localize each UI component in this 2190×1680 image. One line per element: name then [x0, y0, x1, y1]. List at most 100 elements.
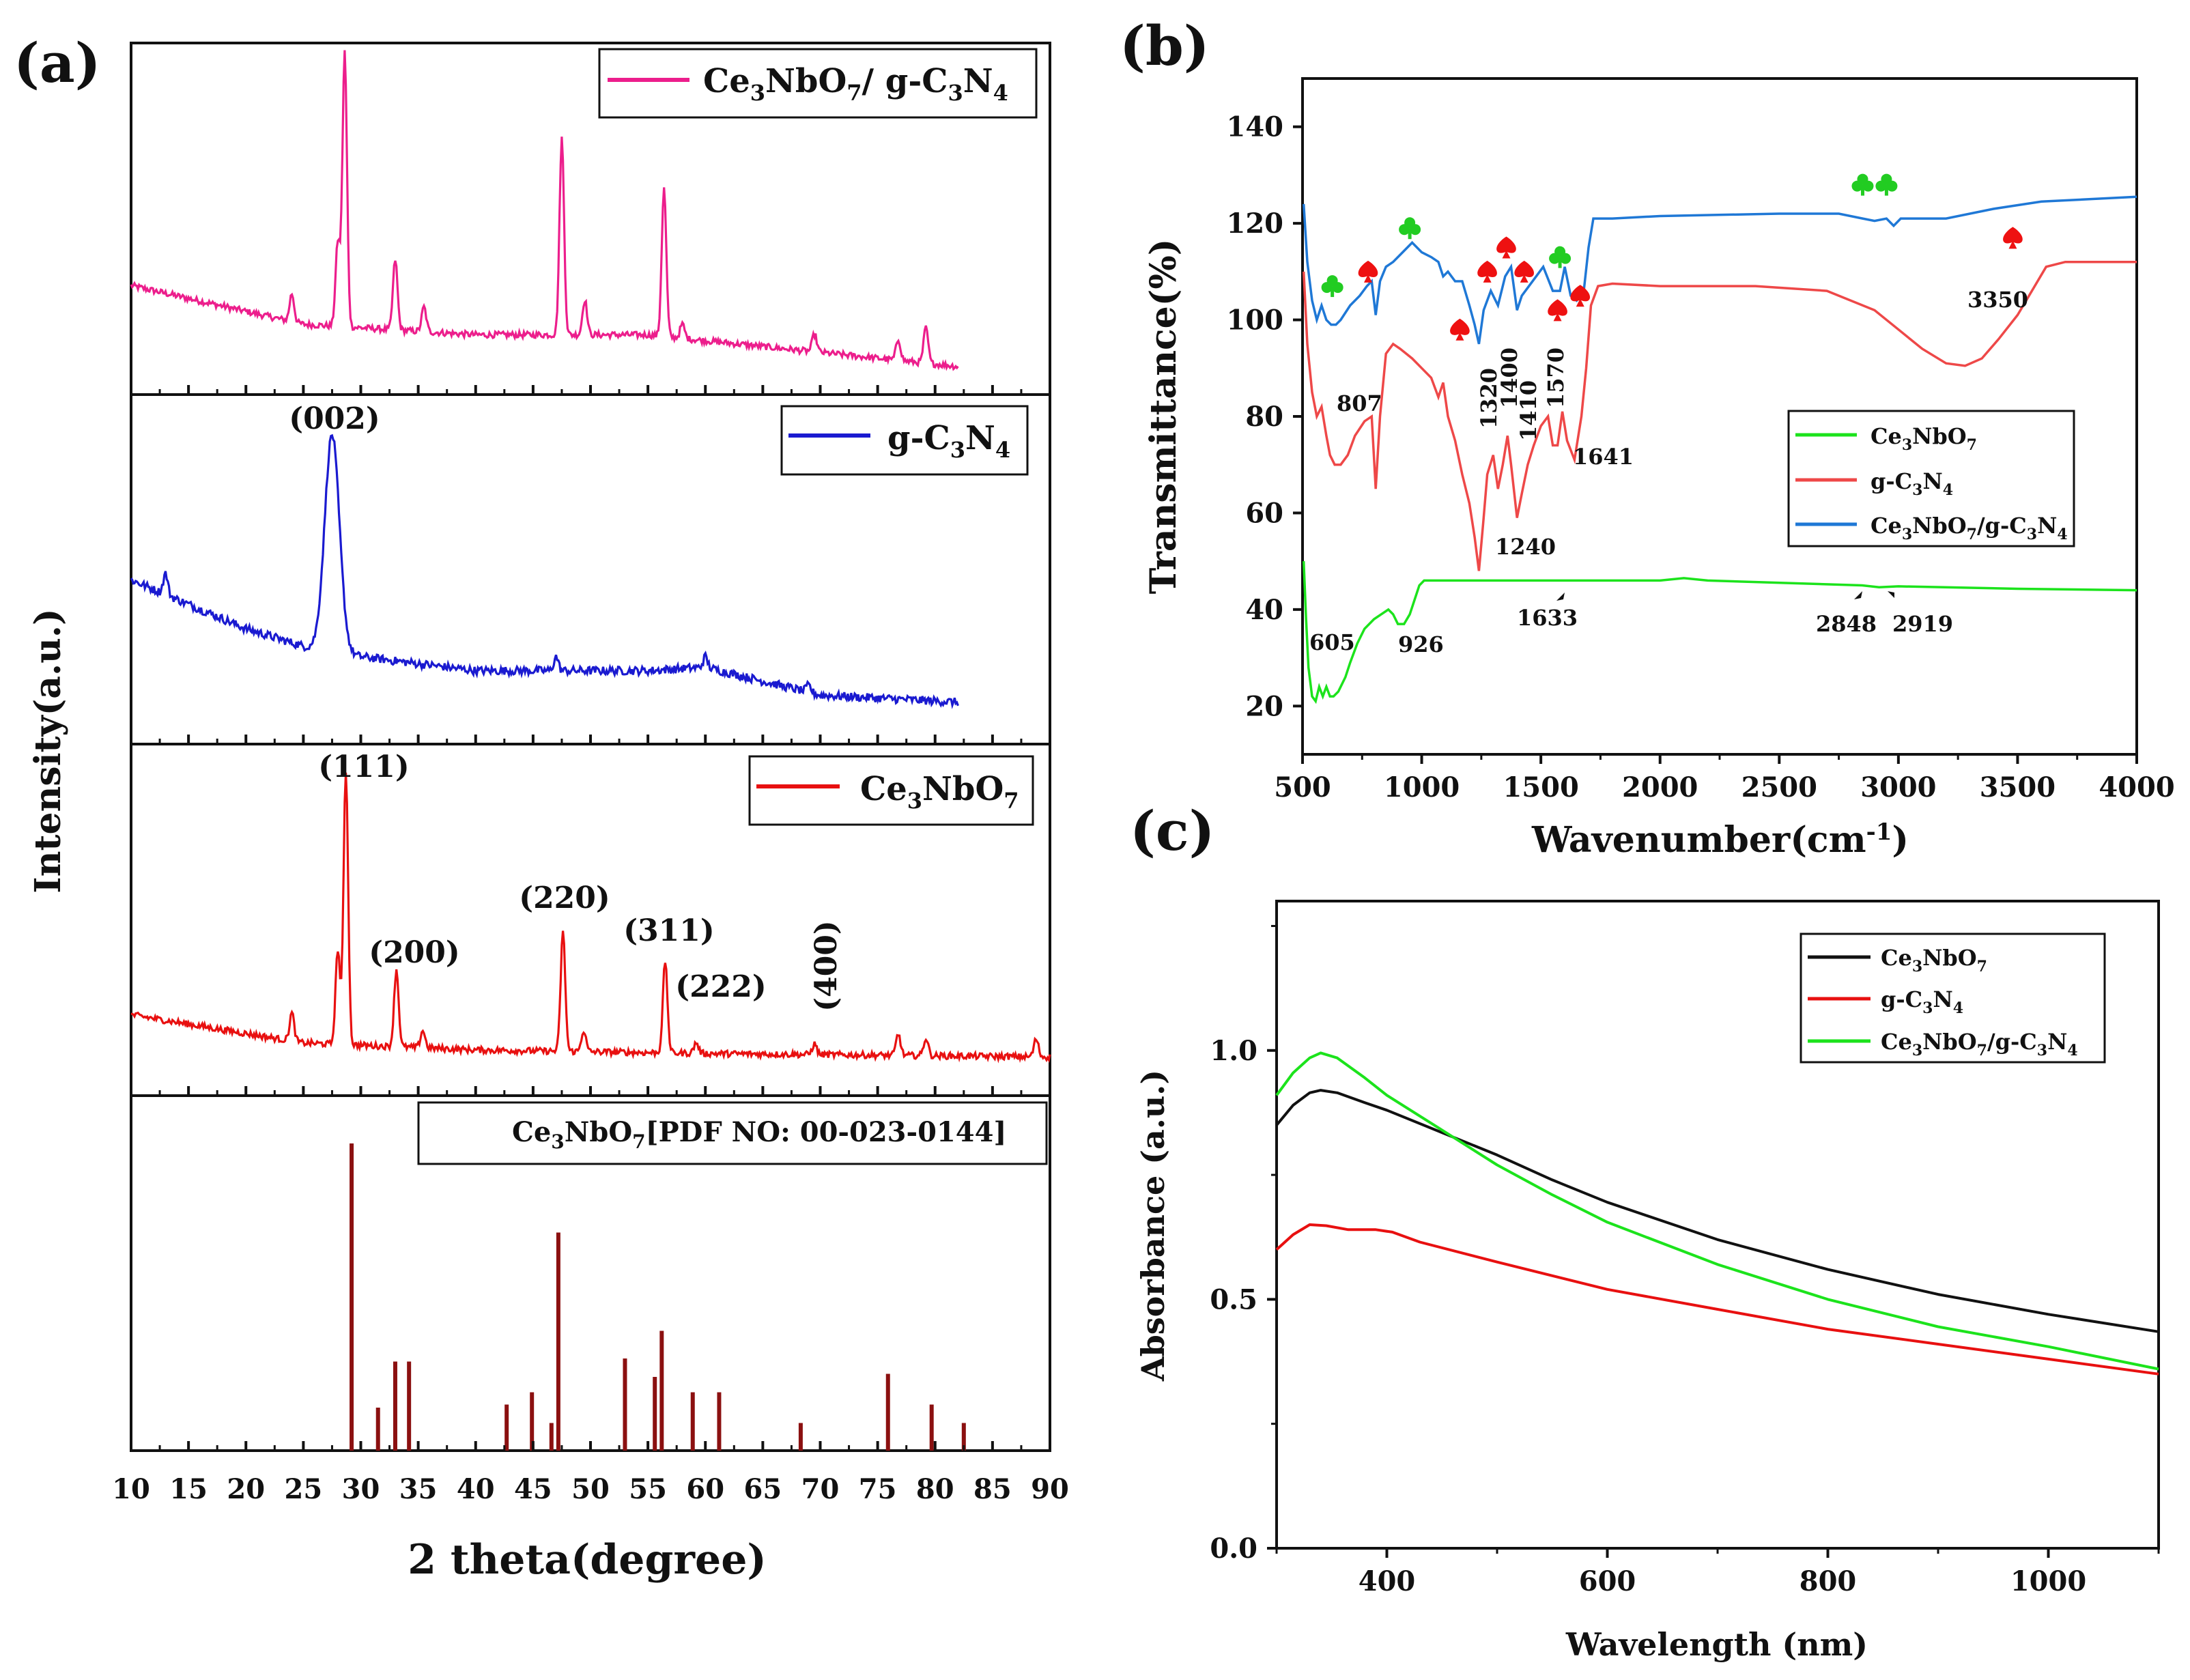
- ftir-ann-1570: 1570: [1543, 347, 1569, 408]
- ftir-ann-1641: 1641: [1573, 444, 1634, 470]
- b-xtick-label-2500: 2500: [1741, 771, 1817, 803]
- club-stem: [1861, 185, 1864, 196]
- panel-c-ylabel: Absorbance (a.u.): [1135, 1070, 1171, 1382]
- club-marker-4: [1851, 174, 1873, 196]
- panel-a-x-ticks: 10 15 20 25 30 35 40 45 50 55 60 65 70 75 80 85 90: [112, 385, 1069, 1505]
- panel-a-ylabel: Intensity(a.u.): [27, 608, 69, 893]
- a-xtick-label-35: 35: [399, 1473, 438, 1505]
- b-ytick-label-20: 20: [1245, 690, 1283, 722]
- ftir-ann-926: 926: [1398, 631, 1444, 657]
- annot-220: (220): [519, 881, 610, 915]
- spade-marker-8: [1477, 261, 1497, 283]
- a-xtick-label-90: 90: [1031, 1473, 1069, 1505]
- panel-a-frames: [131, 43, 1050, 1451]
- panel-b-ftir: (b) 500 1000 1500 2000 2500 3000 3500 4000 20 40 6…: [1120, 14, 2175, 861]
- club-stem: [1408, 228, 1412, 239]
- legend-b: Ce3NbO7 g-C3N4 Ce3NbO7/g-C3N4: [1789, 411, 2074, 546]
- b-ytick-label-60: 60: [1245, 497, 1283, 529]
- panel-c-label: (c): [1130, 799, 1214, 863]
- c-xtick-label-600: 600: [1579, 1565, 1636, 1597]
- spade-marker-13: [2003, 227, 2023, 248]
- b-xtick-label-4000: 4000: [2099, 771, 2174, 803]
- ftir-ann-1240: 1240: [1495, 534, 1556, 560]
- ftir-ann-3350: 3350: [1967, 287, 2028, 313]
- club-marker-1: [1322, 275, 1343, 297]
- b-xtick-label-500: 500: [1274, 771, 1331, 803]
- a-xtick-label-15: 15: [169, 1473, 208, 1505]
- a-xtick-label-80: 80: [916, 1473, 954, 1505]
- annot-200: (200): [369, 935, 459, 970]
- legend-a2-text: g-C3N4: [887, 419, 1010, 463]
- club-marker-3: [1549, 246, 1571, 268]
- ftir-ann-2848: 2848: [1816, 611, 1877, 637]
- a-xtick-label-10: 10: [112, 1473, 150, 1505]
- a-xtick-label-75: 75: [859, 1473, 897, 1505]
- panel-b-markers: [1322, 174, 2023, 341]
- a-xtick-label-50: 50: [571, 1473, 610, 1505]
- spade-marker-6: [1359, 261, 1378, 283]
- c-ytick-label-1: 0.5: [1210, 1283, 1257, 1315]
- xrd-series-2: [131, 436, 958, 706]
- panel-c-uvvis: (c) 400 600 800 10000.00.51.0 Absorbance (a…: [1130, 799, 2159, 1663]
- legend-c: Ce3NbO7 g-C3N4 Ce3NbO7/g-C3N4: [1801, 934, 2105, 1062]
- club-marker-5: [1875, 174, 1897, 196]
- ftir-arrow-2848: [1854, 591, 1862, 599]
- panel-c-series: [1277, 1053, 2159, 1373]
- panel-b-xlabel: Wavenumber(cm-1): [1531, 818, 1909, 861]
- panel-a-plots: [131, 51, 1050, 1451]
- a-xtick-label-60: 60: [686, 1473, 724, 1505]
- a-xtick-label-25: 25: [285, 1473, 323, 1505]
- club-stem: [1559, 257, 1562, 268]
- panel-b-label: (b): [1120, 14, 1210, 78]
- uv-series-1: [1277, 1090, 2159, 1332]
- b-ytick-label-100: 100: [1227, 304, 1284, 337]
- annot-311: (311): [623, 913, 714, 948]
- legend-a3: Ce3NbO7: [750, 756, 1033, 825]
- uv-series-3: [1277, 1053, 2159, 1369]
- b-ytick-label-120: 120: [1227, 208, 1284, 240]
- club-marker-2: [1399, 217, 1421, 239]
- panel-c-xlabel: Wavelength (nm): [1565, 1626, 1868, 1663]
- ftir-ann-605: 605: [1309, 629, 1355, 655]
- a-xtick-label-70: 70: [801, 1473, 840, 1505]
- figure: (a) 10 15 20 25 30 35 40 45 50 55 60 65 70 75 80 85 90 I…: [0, 0, 2190, 1680]
- annot-111: (111): [318, 750, 409, 784]
- panel-b-ylabel: Transmittance(%): [1143, 239, 1184, 595]
- a-xtick-label-45: 45: [514, 1473, 552, 1505]
- panel-a-label: (a): [14, 31, 101, 95]
- b-xtick-label-1000: 1000: [1384, 771, 1460, 803]
- ftir-ann-807: 807: [1337, 390, 1382, 416]
- annot-400: (400): [809, 920, 844, 1011]
- a-xtick-label-65: 65: [744, 1473, 782, 1505]
- club-stem: [1885, 185, 1888, 196]
- a-xtick-label-20: 20: [227, 1473, 265, 1505]
- legend-a4-text: Ce3NbO7[PDF NO: 00-023-0144]: [512, 1116, 1006, 1153]
- c-xtick-label-1000: 1000: [2010, 1565, 2086, 1597]
- ftir-ann-1410: 1410: [1516, 380, 1541, 441]
- b-xtick-label-3500: 3500: [1980, 771, 2056, 803]
- b-xtick-label-1500: 1500: [1503, 771, 1578, 803]
- ftir-arrow-2919: [1888, 591, 1894, 598]
- spade-marker-10: [1514, 261, 1534, 283]
- a-xtick-label-30: 30: [342, 1473, 380, 1505]
- legend-a4: Ce3NbO7[PDF NO: 00-023-0144]: [418, 1102, 1047, 1164]
- legend-a3-text: Ce3NbO7: [860, 770, 1019, 814]
- legend-a1: Ce3NbO7/ g-C3N4: [599, 49, 1036, 117]
- b-xtick-label-2000: 2000: [1622, 771, 1698, 803]
- annot-002: (002): [289, 401, 380, 436]
- uv-series-2: [1277, 1225, 2159, 1374]
- c-ytick-label-0: 0.0: [1210, 1533, 1257, 1565]
- a-xtick-label-40: 40: [457, 1473, 495, 1505]
- panel-a-xlabel: 2 theta(degree): [408, 1536, 767, 1584]
- panel-a-xrd: (a) 10 15 20 25 30 35 40 45 50 55 60 65 70 75 80 85 90 I…: [14, 31, 1069, 1584]
- b-ytick-label-40: 40: [1245, 594, 1283, 626]
- club-stem: [1331, 286, 1334, 297]
- a-xtick-label-85: 85: [973, 1473, 1012, 1505]
- b-ytick-label-80: 80: [1245, 401, 1283, 433]
- b-xtick-label-3000: 3000: [1860, 771, 1936, 803]
- spade-marker-12: [1570, 285, 1590, 307]
- spade-marker-7: [1450, 319, 1470, 341]
- ftir-arrow-1633: [1556, 593, 1565, 601]
- a-xtick-label-55: 55: [629, 1473, 667, 1505]
- c-xtick-label-400: 400: [1359, 1565, 1416, 1597]
